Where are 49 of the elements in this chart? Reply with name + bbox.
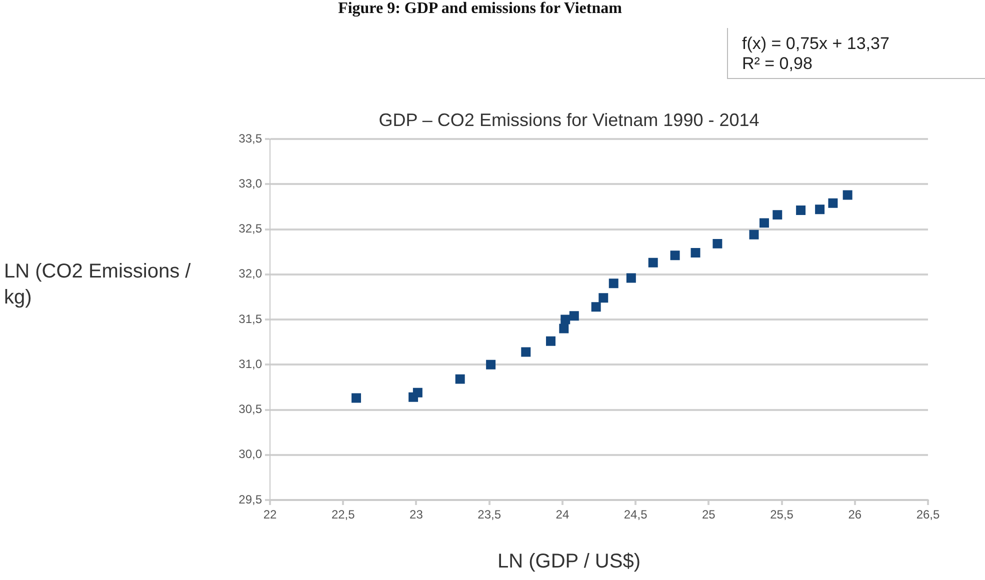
y-tick-label: 31,0 (238, 356, 262, 371)
text: R² = 0,98 (742, 54, 814, 74)
y-tick-label: 32,0 (238, 266, 262, 281)
y-axis-title: LN (CO2 Emissions / kg) (4, 260, 192, 309)
caption: Figure 9: GDP and emissions for Vietnam (337, 0, 623, 18)
y-tick-label: 30,0 (238, 447, 262, 462)
point (772, 210, 782, 220)
point (559, 324, 569, 334)
point (486, 360, 496, 370)
x-tick-label: 25 (702, 508, 716, 522)
x-tick-label: 24 (556, 508, 570, 522)
point (626, 273, 636, 283)
point (815, 204, 825, 214)
y-tick-label: 29,5 (238, 492, 262, 506)
y-tick-label: 30,5 (238, 402, 262, 416)
point (648, 258, 658, 268)
x-tick-label: 25,5 (770, 508, 794, 522)
x-tick-label: 26 (848, 508, 862, 522)
x-tick-label: 22 (263, 508, 277, 522)
point (796, 206, 806, 216)
point (598, 293, 608, 303)
x-axis-title: LN (GDP / US$) (498, 550, 640, 573)
point (842, 190, 852, 200)
x-tick-label: 26,5 (916, 508, 940, 522)
y-tick-label: 31,5 (238, 312, 262, 326)
point (828, 198, 838, 208)
point (712, 238, 722, 248)
point (591, 302, 601, 312)
point (560, 314, 570, 324)
point (546, 336, 556, 346)
x-tick-label: 23,5 (478, 508, 502, 522)
point (455, 374, 465, 384)
y-tick-label: 32,5 (238, 222, 262, 236)
point (690, 248, 700, 258)
point (569, 311, 579, 321)
y-tick-label: 33,0 (238, 176, 262, 190)
x-tick-label: 24,5 (624, 508, 648, 522)
text: f(x) = 0,75x + 13,37 (742, 34, 890, 54)
point (521, 347, 531, 357)
point (412, 388, 422, 398)
point (352, 393, 362, 403)
y-tick-label: 33,5 (238, 131, 262, 146)
point (608, 278, 618, 288)
chart-title: GDP – CO2 Emissions for Vietnam 1990 - 2014 (378, 110, 760, 130)
point (670, 250, 680, 260)
x-tick-label: 22,5 (331, 508, 356, 522)
point (759, 218, 769, 228)
point (749, 230, 759, 240)
x-tick-label: 23 (410, 508, 424, 522)
